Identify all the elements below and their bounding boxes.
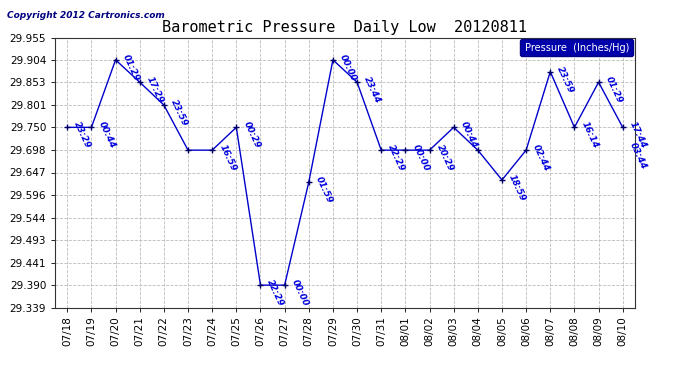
Text: 18:59: 18:59 — [507, 173, 527, 202]
Text: 22:29: 22:29 — [386, 143, 406, 173]
Text: 20:29: 20:29 — [435, 143, 455, 173]
Text: 00:00: 00:00 — [290, 278, 310, 308]
Text: 16:59: 16:59 — [217, 143, 237, 173]
Text: 03:44: 03:44 — [628, 141, 648, 171]
Title: Barometric Pressure  Daily Low  20120811: Barometric Pressure Daily Low 20120811 — [163, 20, 527, 35]
Text: 23:44: 23:44 — [362, 75, 382, 105]
Text: 23:29: 23:29 — [72, 120, 92, 150]
Text: 17:44: 17:44 — [628, 120, 648, 150]
Text: 17:29: 17:29 — [145, 75, 165, 105]
Text: 23:59: 23:59 — [169, 98, 189, 128]
Text: Copyright 2012 Cartronics.com: Copyright 2012 Cartronics.com — [7, 11, 165, 20]
Text: 00:44: 00:44 — [97, 120, 117, 150]
Text: 23:59: 23:59 — [555, 64, 575, 94]
Text: 00:00: 00:00 — [338, 53, 358, 82]
Text: 00:29: 00:29 — [241, 120, 262, 150]
Text: 01:29: 01:29 — [604, 75, 624, 105]
Text: 01:29: 01:29 — [121, 53, 141, 82]
Text: 01:59: 01:59 — [314, 175, 334, 205]
Text: 22:29: 22:29 — [266, 278, 286, 308]
Text: 16:14: 16:14 — [580, 120, 600, 150]
Legend: Pressure  (Inches/Hg): Pressure (Inches/Hg) — [520, 39, 633, 56]
Text: 00:44: 00:44 — [459, 120, 479, 150]
Text: 02:44: 02:44 — [531, 143, 551, 173]
Text: 00:00: 00:00 — [411, 143, 431, 173]
